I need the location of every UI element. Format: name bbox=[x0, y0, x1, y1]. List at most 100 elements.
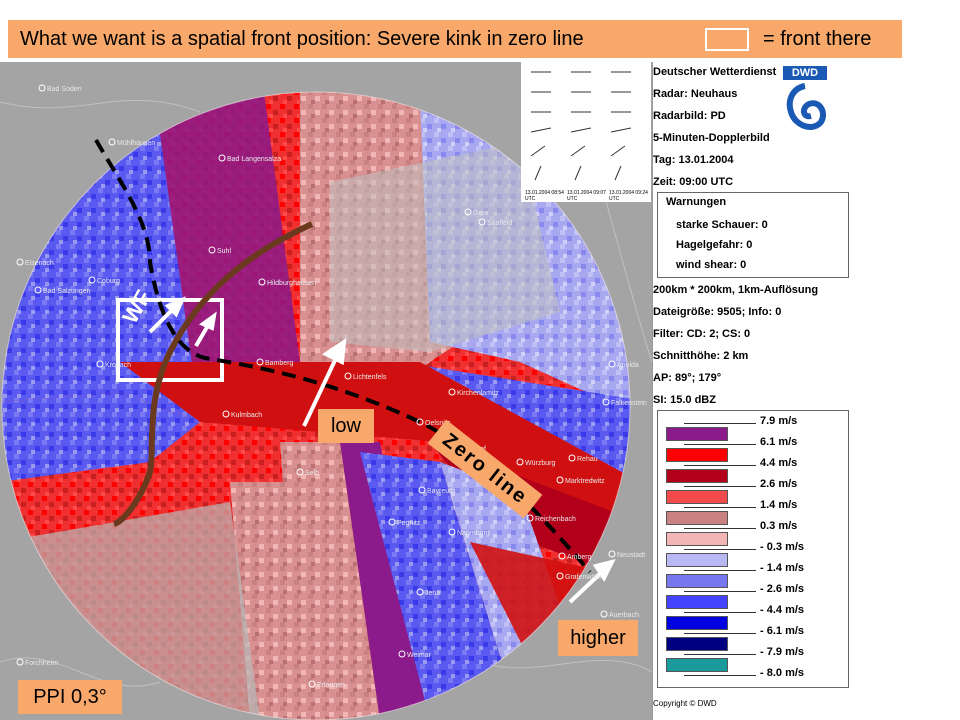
legend-value: - 4.4 m/s bbox=[760, 604, 805, 616]
mini-time-2: 13.01.2004 09:07 UTC bbox=[567, 190, 606, 202]
city-label: Grafenwöhr bbox=[565, 574, 602, 581]
legend-value: - 0.3 m/s bbox=[760, 541, 805, 553]
legend-tick bbox=[684, 549, 756, 550]
info-line: Filter: CD: 2; CS: 0 bbox=[653, 328, 751, 340]
city-label: Mühlhausen bbox=[117, 140, 155, 147]
legend-swatch bbox=[666, 616, 728, 630]
city-marker bbox=[308, 680, 316, 688]
city-label: Auerbach bbox=[609, 612, 639, 619]
city-marker bbox=[600, 610, 608, 618]
city-label: Bamberg bbox=[265, 360, 294, 367]
legend-swatch bbox=[666, 637, 728, 651]
city-marker bbox=[556, 572, 564, 580]
title-text-right: = front there bbox=[763, 28, 872, 50]
city-marker bbox=[108, 138, 116, 146]
city-markers: Bad Soden Mühlhausen Bad Langensalza Bad Sa… bbox=[16, 84, 647, 689]
city-label: Falkenstein bbox=[611, 400, 647, 407]
warm-front-line bbox=[112, 221, 314, 527]
legend-swatch bbox=[666, 490, 728, 504]
warnings-box: Warnungen starke Schauer: 0 Hagelgefahr:… bbox=[657, 192, 849, 278]
legend-swatch bbox=[666, 595, 728, 609]
legend-value: - 6.1 m/s bbox=[760, 625, 805, 637]
city-marker bbox=[256, 358, 264, 366]
city-marker bbox=[416, 588, 424, 596]
higher-label: higher bbox=[558, 620, 638, 656]
city-marker bbox=[526, 514, 534, 522]
city-marker bbox=[478, 218, 486, 226]
city-label: Suhl bbox=[217, 248, 231, 255]
city-marker bbox=[296, 468, 304, 476]
legend-row: - 1.4 m/s bbox=[658, 553, 848, 580]
city-label: Marktredwitz bbox=[565, 478, 605, 485]
front-box-legend bbox=[705, 28, 749, 51]
city-label: Würzburg bbox=[525, 460, 555, 467]
city-marker bbox=[88, 276, 96, 284]
city-marker bbox=[418, 486, 426, 494]
header-kind: 5-Minuten-Dopplerbild bbox=[653, 132, 770, 144]
city-label: Saalfeld bbox=[487, 220, 512, 227]
warning-item: wind shear: 0 bbox=[676, 259, 747, 271]
city-label: Lichtenfels bbox=[353, 374, 387, 381]
dwd-logo-icon bbox=[786, 83, 827, 130]
wind-profile-panel: 13.01.2004 08:54 UTC 13.01.2004 09:07 UT… bbox=[521, 62, 651, 202]
city-marker bbox=[602, 398, 610, 406]
legend-value: 2.6 m/s bbox=[760, 478, 798, 490]
legend-tick bbox=[684, 444, 756, 445]
city-label: Coburg bbox=[97, 278, 120, 285]
low-label: low bbox=[318, 409, 374, 443]
legend-value: 1.4 m/s bbox=[760, 499, 798, 511]
city-marker bbox=[218, 154, 226, 162]
city-marker bbox=[96, 360, 104, 368]
header-time: Zeit: 09:00 UTC bbox=[653, 176, 734, 188]
city-label: Rehau bbox=[577, 456, 598, 463]
info-line: Schnitthöhe: 2 km bbox=[653, 350, 749, 362]
city-label: Forchheim bbox=[25, 660, 58, 667]
legend-tick bbox=[684, 528, 756, 529]
city-marker bbox=[608, 550, 616, 558]
city-label: Eisenach bbox=[25, 260, 54, 267]
city-label: Gera bbox=[473, 210, 489, 217]
city-marker bbox=[344, 372, 352, 380]
city-marker bbox=[16, 258, 24, 266]
mini-time-3: 13.01.2004 09:24 UTC bbox=[609, 190, 648, 202]
legend-value: 6.1 m/s bbox=[760, 436, 798, 448]
legend-row: 4.4 m/s bbox=[658, 448, 848, 475]
ppi-label: PPI 0,3° bbox=[18, 680, 122, 714]
legend-swatch bbox=[666, 574, 728, 588]
legend-row: 6.1 m/s bbox=[658, 427, 848, 454]
city-marker bbox=[448, 528, 456, 536]
city-label: Apolda bbox=[617, 362, 639, 369]
city-label: Reichenbach bbox=[535, 516, 576, 523]
header-date: Tag: 13.01.2004 bbox=[653, 154, 734, 166]
legend-tick bbox=[684, 486, 756, 487]
legend-value: 7.9 m/s bbox=[760, 415, 798, 427]
city-label: Hildburghausen bbox=[267, 280, 316, 287]
legend-tick bbox=[684, 507, 756, 508]
city-label: Bad Soden bbox=[47, 86, 82, 93]
info-line: Dateigröße: 9505; Info: 0 bbox=[653, 306, 782, 318]
city-label: Bad Salzungen bbox=[43, 288, 91, 295]
city-label: Neustadt bbox=[617, 552, 645, 559]
header-org: Deutscher Wetterdienst bbox=[653, 66, 777, 78]
warnings-title: Warnungen bbox=[666, 196, 727, 208]
legend-tick bbox=[684, 633, 756, 634]
legend-row: - 4.4 m/s bbox=[658, 595, 848, 622]
city-label: Oelsnitz bbox=[425, 420, 451, 427]
city-marker bbox=[558, 552, 566, 560]
city-label: Kronach bbox=[105, 362, 131, 369]
city-label: Amberg bbox=[567, 554, 592, 561]
city-label: Erlangen bbox=[317, 682, 345, 689]
legend-row: - 0.3 m/s bbox=[658, 532, 848, 559]
legend-row: - 6.1 m/s bbox=[658, 616, 848, 643]
city-label: Naumburg bbox=[457, 530, 490, 537]
copyright: Copyright © DWD bbox=[653, 699, 717, 708]
dwd-logo: DWD bbox=[783, 66, 827, 142]
legend-value: - 1.4 m/s bbox=[760, 562, 805, 574]
city-marker bbox=[16, 658, 24, 666]
city-marker bbox=[568, 454, 576, 462]
legend-row: 2.6 m/s bbox=[658, 469, 848, 496]
legend-value: 0.3 m/s bbox=[760, 520, 798, 532]
mini-time-1: 13.01.2004 08:54 UTC bbox=[525, 190, 564, 202]
legend-swatch bbox=[666, 532, 728, 546]
legend-swatch bbox=[666, 553, 728, 567]
